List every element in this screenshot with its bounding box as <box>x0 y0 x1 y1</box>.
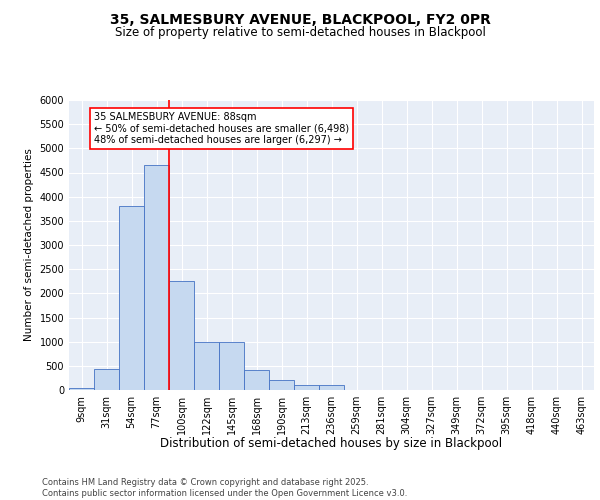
Bar <box>169 281 194 390</box>
Bar <box>244 370 269 390</box>
Text: 35 SALMESBURY AVENUE: 88sqm
← 50% of semi-detached houses are smaller (6,498)
48: 35 SALMESBURY AVENUE: 88sqm ← 50% of sem… <box>94 112 349 146</box>
Bar <box>319 385 344 390</box>
Bar <box>69 388 94 390</box>
Bar <box>269 380 294 390</box>
Bar <box>294 384 319 390</box>
Bar <box>219 342 244 390</box>
Text: 35, SALMESBURY AVENUE, BLACKPOOL, FY2 0PR: 35, SALMESBURY AVENUE, BLACKPOOL, FY2 0P… <box>110 12 490 26</box>
Bar <box>94 369 119 390</box>
Text: Size of property relative to semi-detached houses in Blackpool: Size of property relative to semi-detach… <box>115 26 485 39</box>
X-axis label: Distribution of semi-detached houses by size in Blackpool: Distribution of semi-detached houses by … <box>160 437 503 450</box>
Bar <box>144 165 169 390</box>
Bar <box>119 206 144 390</box>
Bar <box>194 342 219 390</box>
Text: Contains HM Land Registry data © Crown copyright and database right 2025.
Contai: Contains HM Land Registry data © Crown c… <box>42 478 407 498</box>
Y-axis label: Number of semi-detached properties: Number of semi-detached properties <box>24 148 34 342</box>
